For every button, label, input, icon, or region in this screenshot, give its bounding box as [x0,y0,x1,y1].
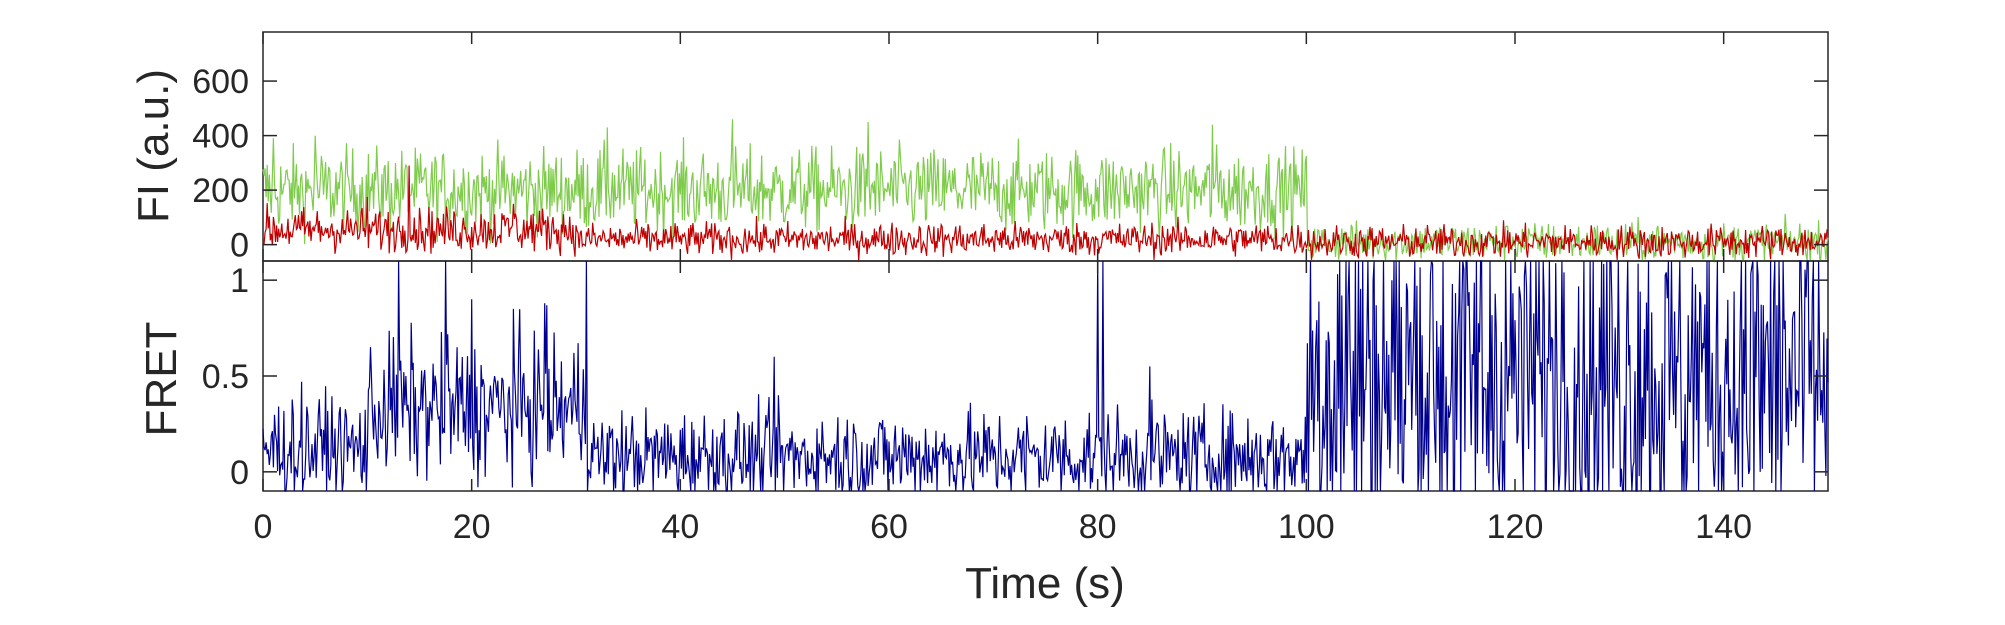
time-x-tick-label: 140 [1695,508,1752,546]
time-x-tick-label: 20 [453,508,491,546]
fluorescence-y-tick-label: 600 [192,63,249,101]
fret-y-tick-label: 0.5 [202,358,249,396]
fluorescence-y-tick-label: 400 [192,118,249,156]
fluorescence-panel: 0 200 400 600 FI (a.u.) [129,31,1829,265]
fluorescence-y-axis-label: FI (a.u.) [129,69,178,223]
fluorescence-series-group [262,119,1829,263]
fluorescence-series-1-line [262,165,1829,262]
time-x-tick-label: 80 [1079,508,1117,546]
fret-series-group [262,260,1829,492]
time-x-tick-label: 100 [1278,508,1335,546]
time-x-ticks: 0 20 40 60 80 100 120 140 [254,32,1752,546]
fluorescence-y-ticks: 0 200 400 600 [192,63,1828,265]
fluorescence-y-tick-label: 200 [192,172,249,210]
time-x-tick-label: 40 [661,508,699,546]
fluorescence-series-0-line [262,119,1829,263]
time-x-axis-label: Time (s) [965,559,1125,608]
fret-y-ticks: 00.51 [202,262,1828,492]
fret-y-tick-label: 1 [230,262,249,300]
time-x-tick-label: 120 [1487,508,1544,546]
time-x-tick-label: 60 [870,508,908,546]
fluorescence-y-tick-label: 0 [230,227,249,265]
fret-panel: 00.51 0 20 40 60 80 100 120 140 FRET Time (s) [137,32,1829,608]
fret-y-axis-label: FRET [137,322,186,437]
fret-series-0-line [262,260,1829,492]
time-x-tick-label: 0 [254,508,273,546]
fret-y-tick-label: 0 [230,454,249,492]
